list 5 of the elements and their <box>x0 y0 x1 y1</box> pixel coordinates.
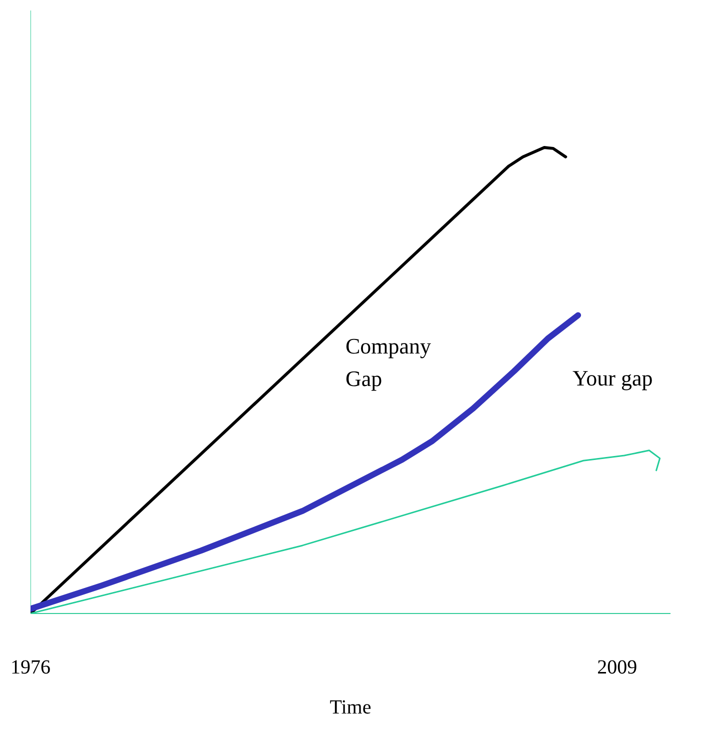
x-axis-title: Time <box>330 696 372 718</box>
annotation: Your gap <box>572 366 653 390</box>
x-tick-label: 1976 <box>10 656 50 678</box>
annotation: Company Gap <box>346 334 432 391</box>
x-tick-label: 2009 <box>597 656 638 678</box>
